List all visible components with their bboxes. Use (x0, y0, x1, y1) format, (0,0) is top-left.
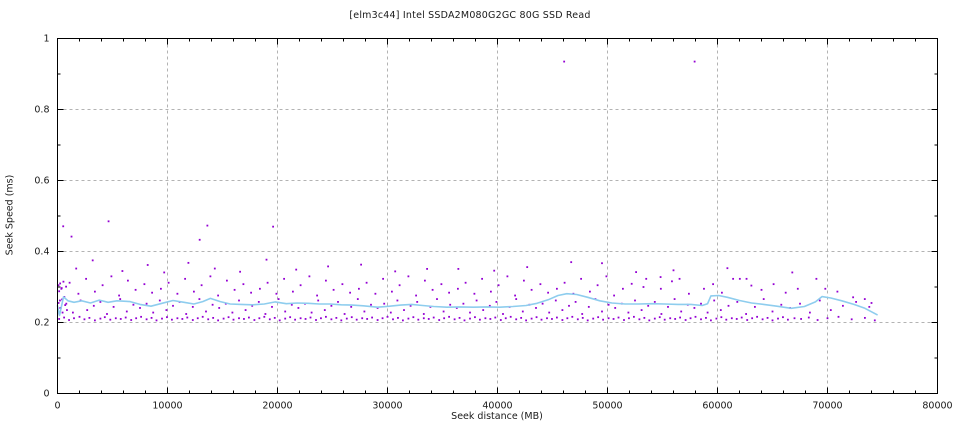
x-axis-label: Seek distance (MB) (451, 411, 543, 422)
svg-text:30000: 30000 (372, 401, 402, 412)
axis-ticks (57, 38, 938, 394)
svg-text:0: 0 (43, 389, 49, 400)
scatter-points-seek-samples (57, 60, 876, 322)
svg-text:60000: 60000 (702, 401, 732, 412)
svg-text:70000: 70000 (812, 401, 842, 412)
x-tick-labels: 0 10000 20000 30000 40000 50000 60000 70000 8000… (54, 401, 952, 412)
svg-text:0.4: 0.4 (34, 247, 49, 258)
svg-text:50000: 50000 (592, 401, 622, 412)
svg-text:20000: 20000 (262, 401, 292, 412)
svg-text:40000: 40000 (482, 401, 512, 412)
y-tick-labels: 0 0.2 0.4 0.6 0.8 1 (34, 34, 49, 400)
chart-title: [elm3c44] Intel SSDA2M080G2GC 80G SSD Re… (349, 10, 591, 21)
line-moving-average (56, 292, 878, 317)
svg-text:0.8: 0.8 (34, 105, 49, 116)
svg-text:0.2: 0.2 (34, 318, 49, 329)
svg-text:0.6: 0.6 (34, 176, 49, 187)
svg-text:80000: 80000 (922, 401, 952, 412)
svg-text:0: 0 (54, 401, 60, 412)
svg-text:1: 1 (43, 34, 49, 45)
svg-text:10000: 10000 (152, 401, 182, 412)
grid-lines (57, 38, 938, 394)
